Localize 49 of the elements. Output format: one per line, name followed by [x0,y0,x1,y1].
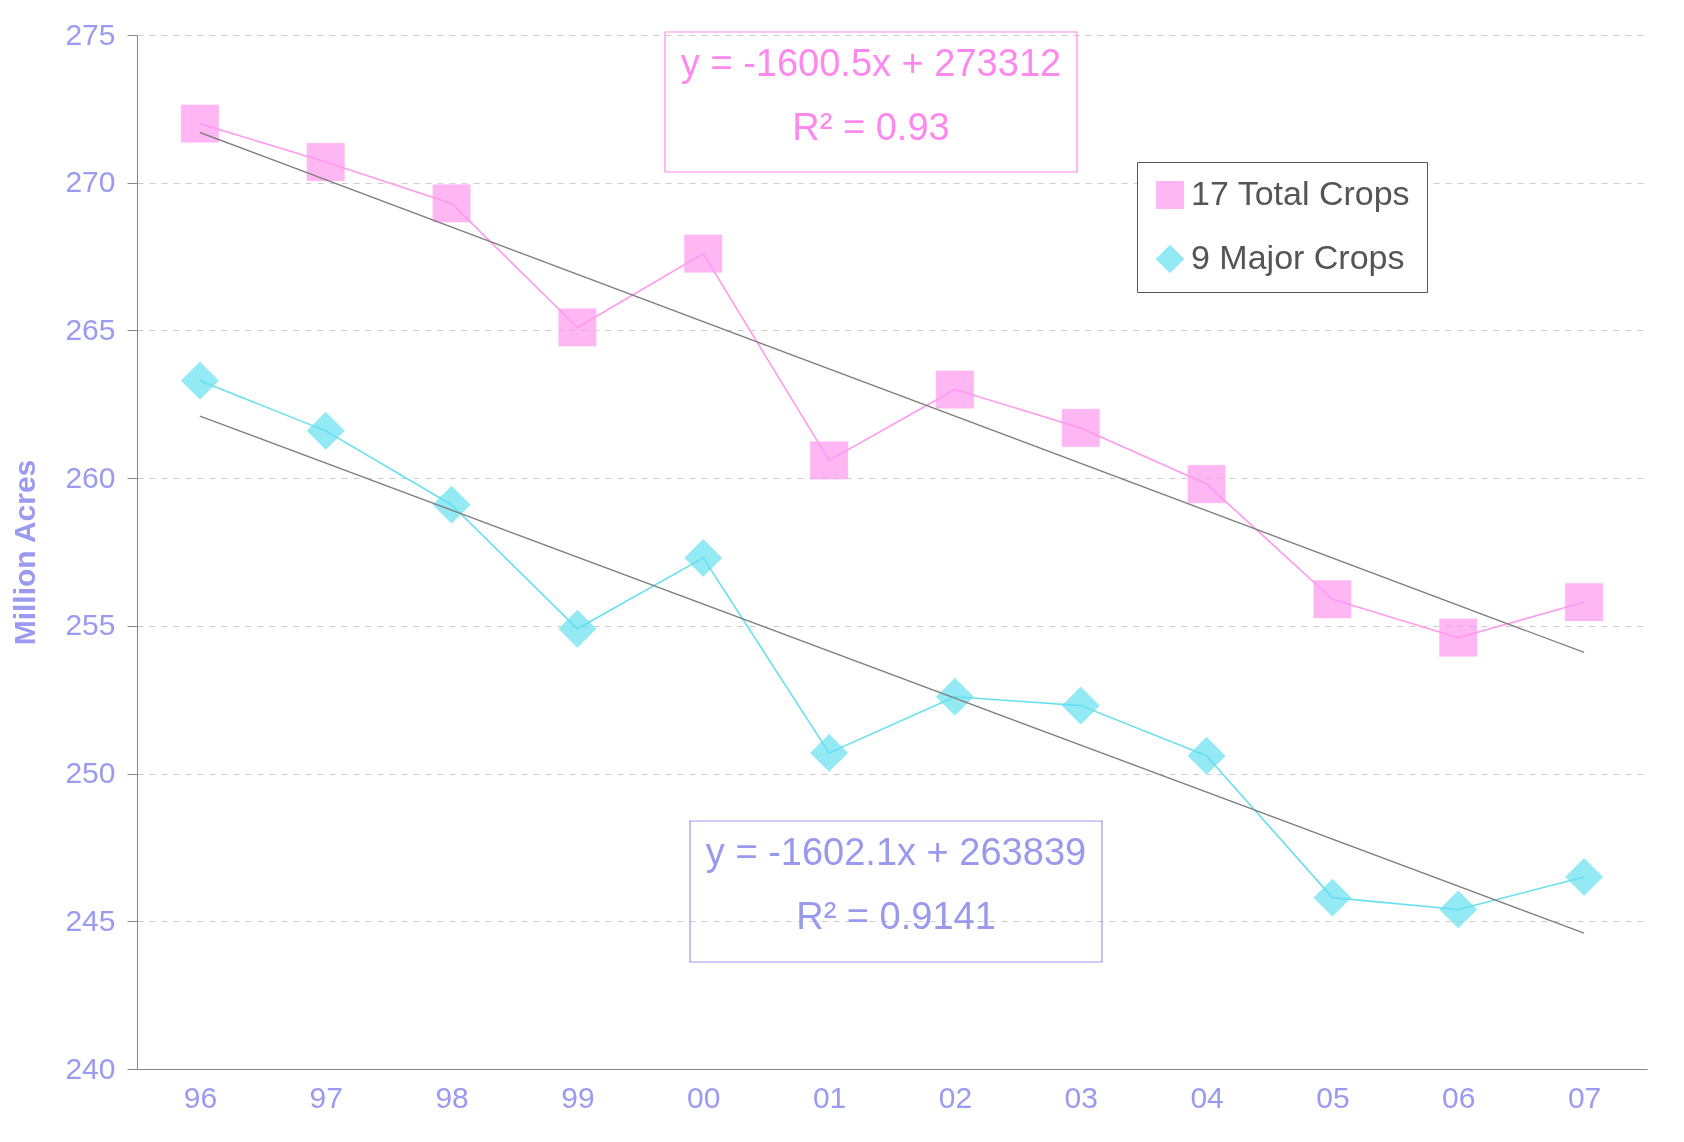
y-tick-label: 250 [65,756,116,790]
point [1312,579,1353,620]
y-tick-label: 255 [65,608,116,642]
point [557,307,598,348]
x-tick-label: 02 [938,1080,973,1114]
point [935,369,975,410]
x-tick-label: 98 [435,1080,469,1114]
point [1438,617,1479,658]
x-tick-label: 04 [1190,1080,1224,1114]
x-tick-label: 96 [183,1080,218,1114]
point [180,360,220,401]
point [431,183,472,224]
y-tick-label: 260 [65,460,116,494]
point [557,609,598,649]
x-tick-label: 07 [1567,1080,1602,1114]
point [809,733,849,773]
x-tick-label: 00 [687,1080,721,1114]
y-tick-label: 270 [65,165,116,199]
point [1060,685,1101,726]
point [1438,889,1479,930]
annotation: y = -1600.5x + 273312 R² = 0.93 [680,42,1062,148]
point [305,411,346,451]
point [1564,857,1604,897]
y-tick-label: 265 [65,312,116,346]
x-tick-label: 01 [812,1080,847,1114]
annotation: y = -1602.1x + 263839 R² = 0.9141 [705,831,1087,937]
point [935,677,975,717]
point [683,538,724,578]
y-tick-label: 275 [65,17,116,51]
point [180,103,220,144]
y-tick-label: 240 [65,1051,116,1085]
legend-label: 9 Major Crops [1191,238,1405,276]
y-tick-label: 245 [65,903,116,937]
point [1186,464,1227,504]
point [1564,582,1604,622]
x-tick-label: 06 [1442,1080,1476,1114]
point [431,484,472,525]
x-tick-label: 99 [561,1080,595,1114]
x-tick-label: 05 [1316,1080,1350,1114]
x-tick-label: 97 [309,1080,343,1114]
point [1060,408,1101,448]
point [809,440,849,481]
point [683,233,724,274]
y-axis-title: Million Acres [8,459,42,646]
legend-label: 17 Total Crops [1191,174,1410,212]
point [305,142,346,182]
point [1312,877,1353,918]
point [1186,736,1227,776]
x-tick-label: 03 [1064,1080,1098,1114]
